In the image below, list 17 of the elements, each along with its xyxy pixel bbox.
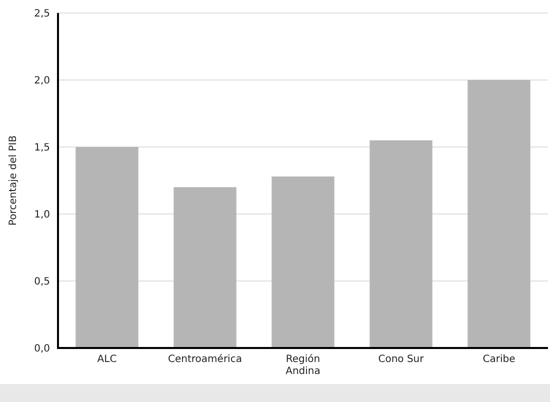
y-tick-label: 1,0 [34,210,50,220]
bar [174,187,236,348]
x-tick-label: Región Andina [286,354,320,377]
bar [76,147,138,348]
y-tick-label: 1,5 [34,142,50,154]
bar [272,176,334,348]
x-tick-label: Caribe [482,354,516,365]
bar [370,140,432,348]
y-tick-label: 2,5 [34,8,50,20]
x-tick-label: ALC [97,354,117,365]
y-tick-label: 2,0 [34,76,50,86]
y-tick-label: 0,5 [34,276,50,288]
y-tick-label: 0,0 [34,344,50,354]
y-axis-title: Porcentaje del PIB [8,135,19,226]
x-tick-label: Centroamérica [168,354,242,365]
bar [468,80,530,348]
x-tick-label: Cono Sur [378,354,425,365]
